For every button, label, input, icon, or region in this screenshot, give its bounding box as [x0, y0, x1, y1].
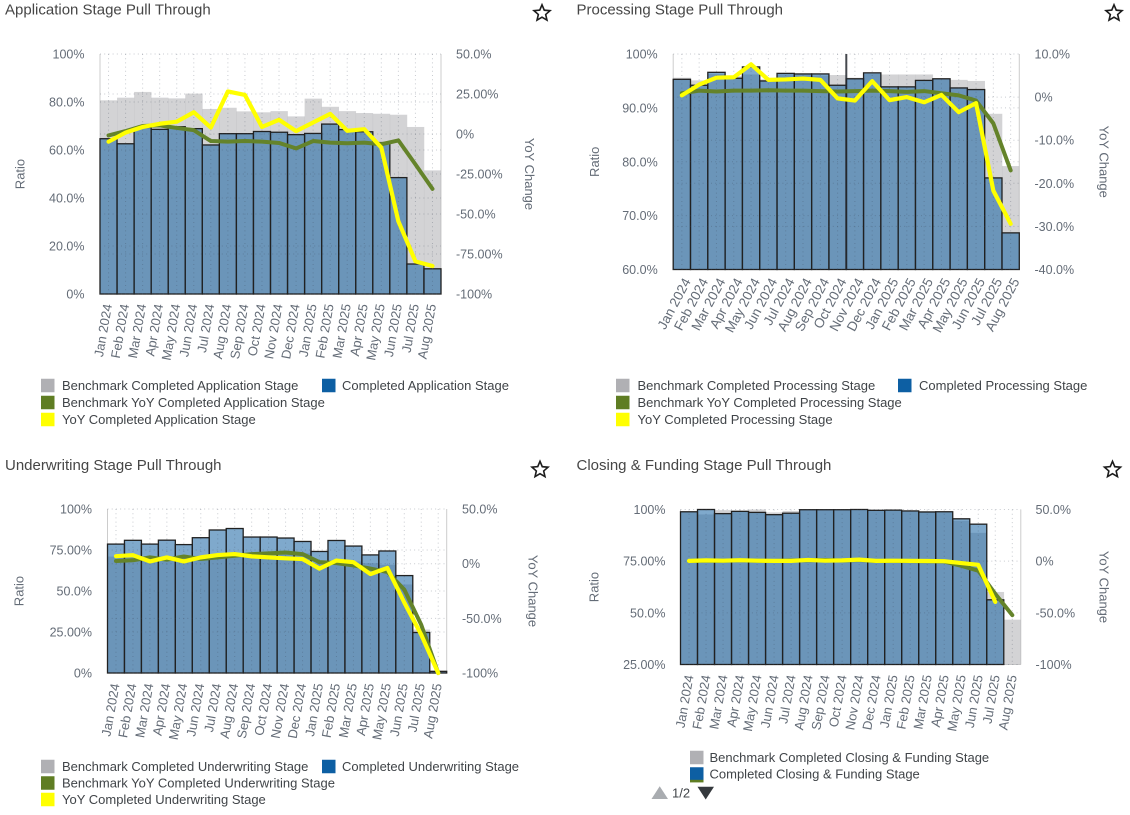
svg-text:100%: 100% [634, 503, 666, 517]
svg-text:0%: 0% [74, 667, 92, 681]
svg-text:70.0%: 70.0% [622, 209, 657, 223]
svg-text:Completed Closing & Funding St: Completed Closing & Funding Stage [710, 767, 920, 782]
svg-text:-50.0%: -50.0% [1036, 606, 1076, 620]
svg-text:25.00%: 25.00% [456, 88, 498, 102]
svg-text:50.0%: 50.0% [1036, 503, 1071, 517]
svg-text:25.00%: 25.00% [623, 658, 665, 672]
svg-text:0%: 0% [1035, 91, 1053, 105]
svg-text:100%: 100% [53, 48, 85, 62]
svg-text:80.0%: 80.0% [622, 155, 657, 169]
svg-text:YoY Change: YoY Change [526, 555, 541, 627]
svg-text:50.0%: 50.0% [57, 585, 92, 599]
svg-text:-100%: -100% [1036, 658, 1072, 672]
svg-text:75.00%: 75.00% [50, 544, 92, 558]
svg-text:Processing Stage Pull Through: Processing Stage Pull Through [577, 2, 784, 19]
svg-text:YoY Completed Processing Stage: YoY Completed Processing Stage [638, 412, 833, 427]
svg-text:Benchmark Completed Applicatio: Benchmark Completed Application Stage [62, 378, 298, 393]
svg-text:-20.0%: -20.0% [1035, 177, 1075, 191]
svg-text:Benchmark YoY Completed Applic: Benchmark YoY Completed Application Stag… [62, 395, 325, 410]
svg-text:-50.0%: -50.0% [462, 612, 502, 626]
svg-text:YoY Completed Application Stag: YoY Completed Application Stage [62, 412, 256, 427]
svg-text:-25.00%: -25.00% [456, 168, 503, 182]
svg-text:100%: 100% [626, 48, 658, 62]
svg-text:Benchmark YoY Completed Proces: Benchmark YoY Completed Processing Stage [638, 395, 902, 410]
svg-text:0%: 0% [462, 557, 480, 571]
svg-text:0%: 0% [1036, 555, 1054, 569]
svg-text:YoY Change: YoY Change [1097, 551, 1112, 623]
svg-text:50.0%: 50.0% [462, 503, 497, 517]
svg-text:Benchmark YoY Completed Underw: Benchmark YoY Completed Underwriting Sta… [62, 776, 335, 791]
svg-text:90.0%: 90.0% [622, 101, 657, 115]
svg-text:Closing & Funding Stage Pull T: Closing & Funding Stage Pull Through [577, 457, 832, 474]
svg-text:100%: 100% [60, 503, 92, 517]
svg-text:60.0%: 60.0% [49, 144, 84, 158]
svg-text:25.00%: 25.00% [50, 626, 92, 640]
svg-text:-30.0%: -30.0% [1035, 220, 1075, 234]
svg-text:YoY Change: YoY Change [522, 138, 537, 210]
svg-text:Ratio: Ratio [12, 576, 27, 606]
svg-text:-100%: -100% [456, 288, 492, 302]
svg-text:Completed Application Stage: Completed Application Stage [342, 378, 509, 393]
svg-text:Completed Processing Stage: Completed Processing Stage [919, 378, 1087, 393]
svg-text:80.0%: 80.0% [49, 96, 84, 110]
svg-text:10.0%: 10.0% [1035, 48, 1070, 62]
svg-text:Ratio: Ratio [587, 572, 602, 602]
svg-text:60.0%: 60.0% [622, 263, 657, 277]
svg-text:50.0%: 50.0% [630, 606, 665, 620]
svg-text:Ratio: Ratio [13, 159, 28, 189]
svg-text:20.0%: 20.0% [49, 240, 84, 254]
svg-text:0%: 0% [66, 288, 84, 302]
svg-text:-10.0%: -10.0% [1035, 134, 1075, 148]
svg-text:Benchmark Completed Closing &: Benchmark Completed Closing & Funding St… [710, 750, 990, 765]
svg-text:YoY Change: YoY Change [1097, 126, 1112, 198]
svg-text:-50.0%: -50.0% [456, 208, 496, 222]
svg-text:50.0%: 50.0% [456, 48, 491, 62]
svg-text:Benchmark Completed Underwriti: Benchmark Completed Underwriting Stage [62, 759, 308, 774]
svg-text:YoY Completed Underwriting Sta: YoY Completed Underwriting Stage [62, 792, 266, 807]
svg-text:Completed Underwriting Stage: Completed Underwriting Stage [342, 759, 519, 774]
svg-text:Application Stage Pull Through: Application Stage Pull Through [5, 2, 211, 19]
svg-text:Benchmark Completed Processing: Benchmark Completed Processing Stage [638, 378, 876, 393]
svg-text:0%: 0% [456, 128, 474, 142]
svg-text:-75.00%: -75.00% [456, 248, 503, 262]
svg-text:40.0%: 40.0% [49, 192, 84, 206]
svg-text:Underwriting Stage Pull Throug: Underwriting Stage Pull Through [5, 457, 222, 474]
svg-text:Ratio: Ratio [587, 147, 602, 177]
svg-text:-40.0%: -40.0% [1035, 263, 1075, 277]
svg-text:-100%: -100% [462, 667, 498, 681]
svg-text:1/2: 1/2 [672, 786, 690, 801]
svg-text:75.00%: 75.00% [623, 555, 665, 569]
